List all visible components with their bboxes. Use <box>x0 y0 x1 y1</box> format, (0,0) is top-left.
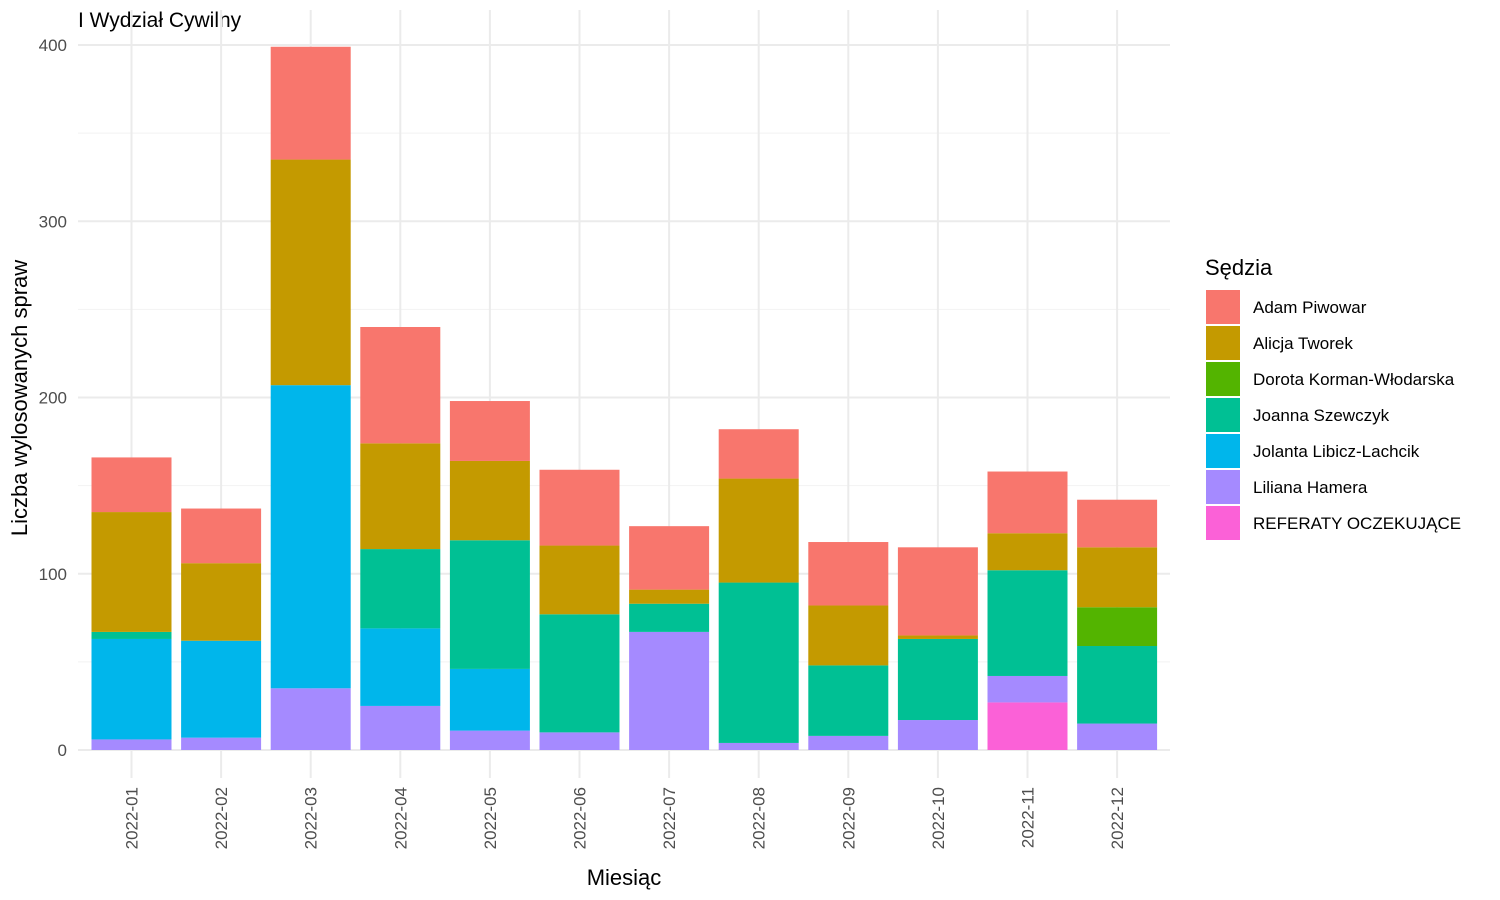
bar-segment <box>629 589 710 604</box>
x-tick-label: 2022-02 <box>212 787 231 849</box>
y-tick-label: 200 <box>39 389 67 408</box>
chart-title: I Wydział Cywilny <box>78 9 242 32</box>
bar-segment <box>270 385 351 689</box>
bar-segment <box>629 526 710 590</box>
x-tick-label: 2022-07 <box>660 787 679 849</box>
x-axis: 2022-01 2022-02 2022-03 2022-04 2022-05 2022-… <box>123 787 1128 849</box>
legend-key <box>1206 362 1240 396</box>
x-tick-label: 2022-11 <box>1019 787 1038 848</box>
y-axis: 0 100 200 300 400 <box>39 36 67 760</box>
bar-segment <box>91 739 172 750</box>
bars <box>91 46 1158 750</box>
bar-segment <box>808 542 889 606</box>
bar-segment <box>897 635 978 639</box>
y-tick-label: 0 <box>58 741 67 760</box>
bar-segment <box>539 469 620 546</box>
bar-segment <box>987 471 1068 534</box>
bar-segment <box>1077 607 1158 647</box>
bar-segment <box>360 628 441 706</box>
bar-segment <box>270 688 351 750</box>
legend-label: Alicja Tworek <box>1253 334 1353 353</box>
bar-segment <box>1077 547 1158 608</box>
bar-segment <box>808 735 889 750</box>
bar-segment <box>360 443 441 550</box>
x-axis-title: Miesiąc <box>587 865 662 890</box>
legend-label: Liliana Hamera <box>1253 478 1368 497</box>
legend-key <box>1206 326 1240 360</box>
bar-segment <box>449 668 530 731</box>
bar-segment <box>91 512 172 632</box>
bar-segment <box>1077 499 1158 548</box>
bar-segment <box>181 640 262 738</box>
bar-segment <box>181 737 262 750</box>
bar-segment <box>539 614 620 733</box>
bar-segment <box>897 638 978 721</box>
y-axis-title: Liczba wylosowanych spraw <box>7 260 32 536</box>
bar-segment <box>360 705 441 750</box>
bar-segment <box>897 720 978 750</box>
bar-segment <box>808 605 889 666</box>
legend: Adam Piwowar Alicja Tworek Dorota Korman-W… <box>1206 290 1461 540</box>
x-tick-label: 2022-03 <box>302 787 321 849</box>
bar-segment <box>897 547 978 636</box>
x-tick-label: 2022-01 <box>123 787 142 849</box>
y-tick-label: 300 <box>39 212 67 231</box>
bar-segment <box>808 665 889 736</box>
legend-key <box>1206 506 1240 540</box>
bar-segment <box>539 732 620 750</box>
bar-segment <box>270 46 351 160</box>
x-tick-label: 2022-09 <box>839 787 858 849</box>
bar-segment <box>718 742 799 750</box>
x-tick-label: 2022-04 <box>391 787 410 849</box>
bar-segment <box>181 563 262 641</box>
legend-label: Joanna Szewczyk <box>1253 406 1390 425</box>
legend-label: REFERATY OCZEKUJĄCE <box>1253 514 1461 533</box>
x-tick-label: 2022-12 <box>1108 787 1127 849</box>
bar-segment <box>91 631 172 639</box>
bar-segment <box>360 549 441 629</box>
bar-segment <box>539 545 620 615</box>
bar-segment <box>270 159 351 386</box>
legend-title: Sędzia <box>1205 255 1273 280</box>
bar-segment <box>987 675 1068 703</box>
bar-segment <box>1077 723 1158 750</box>
y-tick-label: 400 <box>39 36 67 55</box>
bar-segment <box>360 327 441 444</box>
legend-label: Dorota Korman-Włodarska <box>1253 370 1455 389</box>
bar-segment <box>987 702 1068 750</box>
bar-segment <box>181 508 262 564</box>
bar-segment <box>449 540 530 669</box>
x-tick-label: 2022-10 <box>929 787 948 849</box>
x-tick-label: 2022-05 <box>481 787 500 849</box>
x-tick-label: 2022-08 <box>750 787 769 849</box>
bar-segment <box>449 730 530 750</box>
y-tick-label: 100 <box>39 565 67 584</box>
bar-segment <box>91 457 172 513</box>
bar-segment <box>987 570 1068 676</box>
bar-segment <box>718 582 799 743</box>
legend-label: Adam Piwowar <box>1253 298 1367 317</box>
legend-label: Jolanta Libicz-Lachcik <box>1253 442 1420 461</box>
legend-key <box>1206 434 1240 468</box>
bar-segment <box>449 401 530 461</box>
bar-segment <box>718 478 799 583</box>
x-tick-label: 2022-06 <box>571 787 590 849</box>
legend-key <box>1206 470 1240 504</box>
bar-segment <box>629 603 710 632</box>
bar-segment <box>91 638 172 740</box>
bar-segment <box>629 631 710 750</box>
bar-segment <box>718 429 799 479</box>
bar-segment <box>449 460 530 541</box>
legend-key <box>1206 290 1240 324</box>
bar-segment <box>1077 646 1158 724</box>
legend-key <box>1206 398 1240 432</box>
bar-segment <box>987 533 1068 571</box>
